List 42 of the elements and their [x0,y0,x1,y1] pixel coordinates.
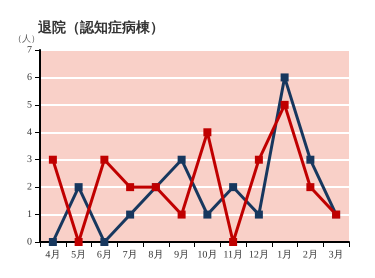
point [306,156,314,164]
y-tick-label: 0 [27,236,32,248]
x-tick-label: 3月 [328,250,344,260]
y-tick-label: 5 [27,99,32,110]
point [74,238,83,246]
x-tick-label: 5月 [71,250,86,260]
point [178,210,186,219]
x-tick-label: 1月 [277,250,292,260]
x-tick-label: 4月 [45,250,60,260]
x-tick-label: 6月 [96,250,112,260]
point [178,156,186,164]
x-tick-label: 7月 [122,250,138,260]
y-tick-label: 1 [27,209,32,220]
point [74,183,83,192]
x-tick-label: 11月 [223,250,243,260]
point [280,100,289,109]
chart-title: 退院（認知症病棟） [37,19,164,36]
x-tick-label: 2月 [302,250,318,260]
point [254,210,263,219]
point [203,210,212,219]
point [254,156,263,164]
y-tick-label: 2 [27,182,32,193]
y-tick-label: 6 [27,72,32,83]
x-tick-label: 8月 [148,250,164,260]
point [203,128,212,136]
point [306,183,314,192]
x-tick-label: 9月 [174,250,190,260]
y-tick-label: 4 [27,126,32,138]
point [229,238,238,246]
point [280,73,289,82]
point [126,210,134,219]
y-tick-label: 7 [27,44,32,56]
point [229,183,238,192]
point [100,238,108,246]
x-tick-label: 12月 [248,250,269,260]
y-axis-title: （人） [13,34,40,44]
point [48,238,57,246]
point [100,156,108,164]
point [126,183,134,192]
x-tick-label: 10月 [197,250,218,260]
point [48,156,57,164]
y-tick-label: 3 [27,154,32,166]
